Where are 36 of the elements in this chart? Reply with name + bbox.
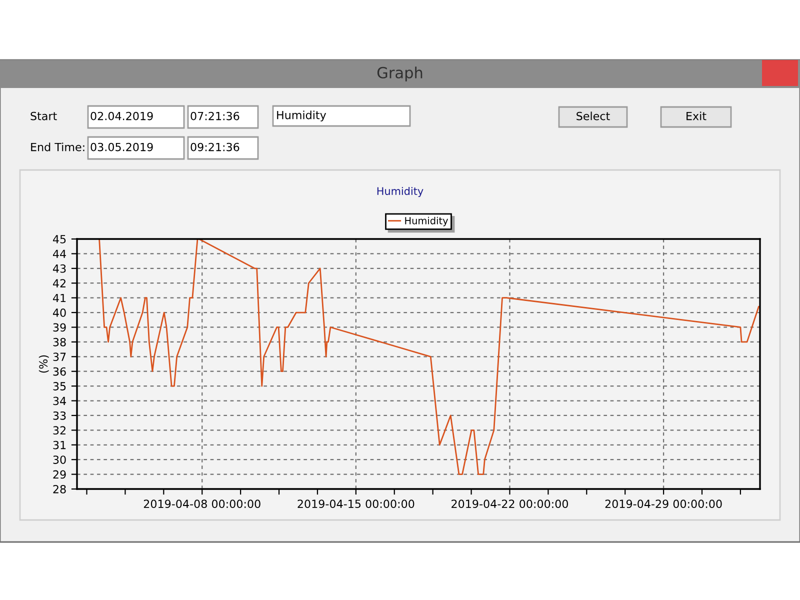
y-tick-label: 28 <box>53 484 66 494</box>
chart-title: Humidity <box>377 186 424 198</box>
y-tick-label: 44 <box>52 250 66 258</box>
y-tick-label: 36 <box>53 367 66 376</box>
text: Select <box>576 112 610 120</box>
y-tick-label: 31 <box>53 440 66 450</box>
text: Exit <box>686 112 706 120</box>
y-tick-label: 43 <box>52 264 66 273</box>
y-tick-label: 37 <box>53 352 66 362</box>
y-tick-label: 42 <box>52 279 66 288</box>
y-axis-title: (%) <box>38 355 49 373</box>
text: Graph <box>377 66 422 82</box>
x-tick-label: 2019-04-22 00:00:00 <box>452 500 568 508</box>
y-tick-label: 30 <box>53 456 66 464</box>
x-tick-label: 2019-04-08 00:00:00 <box>144 500 260 508</box>
x-tick-label: 2019-04-15 00:00:00 <box>298 500 414 508</box>
y-tick-label: 29 <box>53 470 66 479</box>
y-tick-label: 41 <box>52 294 66 302</box>
text: End Time: <box>31 142 84 152</box>
y-tick-label: 35 <box>53 382 66 390</box>
text: 09:21:36 <box>190 142 240 152</box>
text: 02.04.2019 <box>90 112 153 120</box>
legend-label: Humidity <box>405 216 448 226</box>
text: 03.05.2019 <box>90 142 153 152</box>
y-tick-label: 45 <box>52 235 66 244</box>
x-tick-label: 2019-04-29 00:00:00 <box>605 500 722 508</box>
y-tick-label: 33 <box>53 411 66 420</box>
y-tick-label: 38 <box>53 338 66 346</box>
line-series <box>98 239 760 475</box>
y-tick-label: 40 <box>52 308 66 317</box>
text: Humidity <box>277 110 326 122</box>
y-tick-label: 39 <box>53 323 66 332</box>
text: 07:21:36 <box>190 112 240 120</box>
text: Start <box>30 112 57 120</box>
y-tick-label: 34 <box>53 396 66 406</box>
y-tick-label: 32 <box>53 426 66 435</box>
